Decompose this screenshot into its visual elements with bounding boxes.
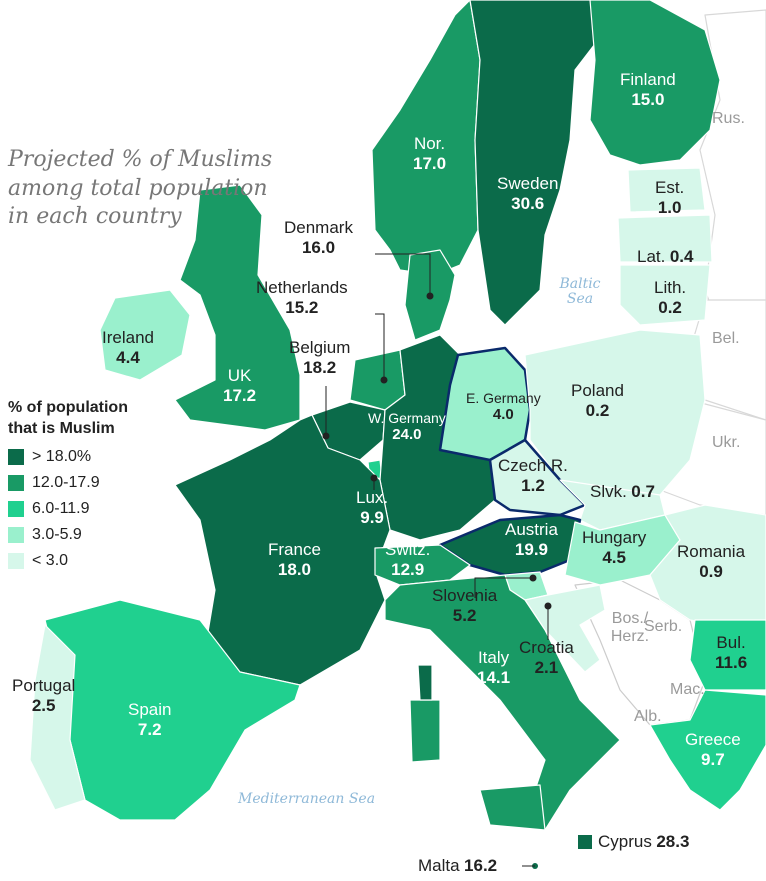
label-italy: Italy 14.1 — [477, 648, 511, 687]
label-ireland: Ireland 4.4 — [102, 328, 154, 367]
label-estonia: Est. 1.0 — [655, 178, 685, 217]
legend-swatch — [8, 500, 24, 517]
label-belgium: Belgium 18.2 — [289, 338, 351, 377]
label-greece: Greece 9.7 — [685, 730, 741, 769]
label-switzerland: Switz. 12.9 — [385, 540, 431, 579]
label-sweden: Sweden 30.6 — [497, 174, 559, 213]
legend-item: 12.0-17.9 — [8, 474, 158, 492]
label-w-germany: W. Germany 24.0 — [368, 410, 446, 444]
leader-line-denmark — [375, 253, 431, 296]
label-bosnia: Bos./ Herz. — [610, 610, 650, 646]
legend-swatch — [8, 474, 24, 491]
label-norway: Nor. 17.0 — [413, 134, 447, 173]
leader-dot-belgium — [322, 432, 330, 440]
label-serbia: Serb. — [644, 618, 683, 635]
country-shape-sardinia — [409, 699, 441, 763]
country-shape-lithuania — [619, 264, 711, 326]
leader-dot-slovenia — [529, 574, 537, 582]
label-finland: Finland 15.0 — [620, 70, 676, 109]
legend-item: > 18.0% — [8, 448, 158, 466]
map-title: Projected % of Muslims among total popul… — [8, 147, 273, 230]
sea-label-baltic: Baltic Sea — [559, 276, 601, 308]
label-spain: Spain 7.2 — [128, 700, 172, 739]
legend-swatch — [8, 526, 24, 543]
legend-label: < 3.0 — [32, 551, 69, 569]
legend-title: % of population that is Muslim — [8, 399, 128, 437]
legend: % of population that is Muslim > 18.0% 1… — [8, 398, 158, 570]
country-shape-uk — [174, 184, 301, 431]
label-latvia: Lat. 0.4 — [637, 247, 694, 266]
label-russia: Rus. — [712, 110, 745, 127]
legend-label: > 18.0% — [32, 447, 92, 465]
label-ukraine: Ukr. — [712, 434, 741, 451]
leader-dot-croatia — [544, 602, 552, 610]
label-france: France 18.0 — [268, 540, 321, 579]
legend-item: 6.0-11.9 — [8, 500, 158, 518]
country-shape-portugal — [29, 624, 86, 811]
legend-swatch — [8, 448, 24, 465]
label-romania: Romania 0.9 — [677, 542, 746, 581]
country-shape-bulgaria — [689, 619, 766, 691]
label-albania: Alb. — [634, 708, 662, 725]
label-poland: Poland 0.2 — [571, 381, 624, 420]
country-shape-finland — [589, 0, 721, 166]
legend-item: < 3.0 — [8, 552, 158, 570]
sea-label-mediterranean: Mediterranean Sea — [238, 791, 376, 807]
legend-swatch — [8, 552, 24, 569]
label-belarus: Bel. — [712, 330, 740, 347]
country-shape-sicily — [479, 784, 546, 831]
country-shape-cyprus — [578, 835, 592, 849]
leader-dot-netherlands — [380, 376, 388, 384]
label-denmark: Denmark 16.0 — [284, 218, 353, 257]
label-slovenia: Slovenia 5.2 — [432, 586, 498, 625]
country-shape-czech — [488, 438, 587, 517]
label-czech: Czech R. 1.2 — [498, 456, 568, 495]
country-shape-italy — [384, 574, 621, 831]
label-slovakia: Slvk. 0.7 — [590, 482, 655, 501]
country-shape-latvia — [617, 214, 713, 263]
country-shape-ireland — [99, 289, 191, 381]
leader-dot-lux — [370, 474, 378, 482]
legend-label: 3.0-5.9 — [32, 525, 82, 543]
label-netherlands: Netherlands 15.2 — [256, 278, 348, 317]
legend-label: 12.0-17.9 — [32, 473, 100, 491]
label-lithuania: Lith. 0.2 — [654, 278, 687, 317]
label-portugal: Portugal 2.5 — [12, 676, 76, 715]
label-austria: Austria 19.9 — [505, 520, 558, 559]
country-shape-estonia — [627, 167, 706, 213]
label-malta: Malta 16.2 — [418, 856, 498, 875]
country-shape-balkans-other — [574, 579, 706, 726]
label-hungary: Hungary 4.5 — [582, 528, 647, 567]
country-shape-corsica — [417, 664, 433, 701]
label-e-germany: E. Germany 4.0 — [466, 390, 541, 424]
country-shape-greece — [649, 689, 766, 811]
label-macedonia: Mac. — [670, 681, 705, 698]
label-uk: UK 17.2 — [223, 366, 257, 405]
legend-item: 3.0-5.9 — [8, 526, 158, 544]
label-bulgaria: Bul. 11.6 — [715, 633, 748, 672]
leader-line-slovenia — [474, 577, 533, 598]
legend-label: 6.0-11.9 — [32, 499, 90, 517]
label-croatia: Croatia 2.1 — [519, 638, 574, 677]
country-shape-france — [174, 414, 391, 686]
leader-line-netherlands — [375, 313, 385, 380]
label-luxembourg: Lux. 9.9 — [356, 488, 389, 527]
leader-dot-denmark — [426, 292, 434, 300]
label-cyprus: Cyprus 28.3 — [598, 832, 690, 851]
